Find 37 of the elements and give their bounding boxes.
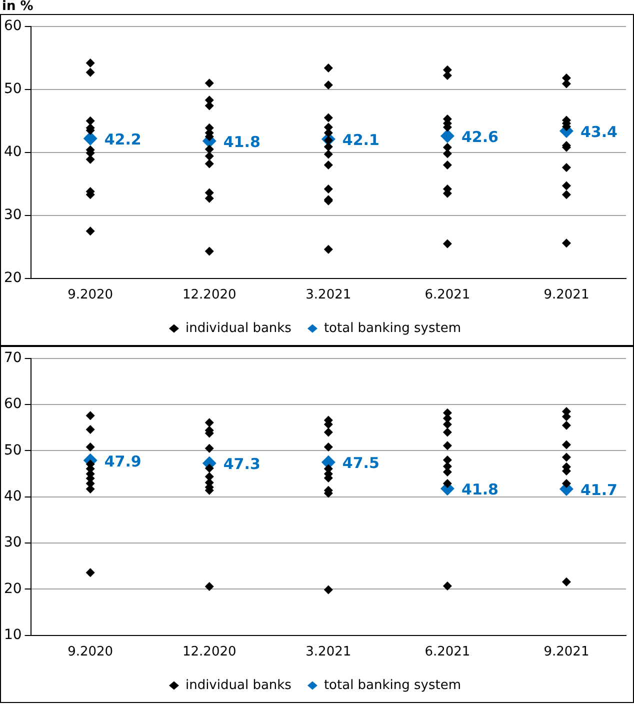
y-tick-label: 50 (4, 442, 22, 458)
x-tick-label: 6.2021 (424, 288, 470, 303)
y-tick-label: 60 (4, 396, 22, 412)
x-tick-label: 12.2020 (182, 644, 236, 660)
y-tick-label: 20 (4, 270, 22, 286)
data-label: 47.3 (223, 455, 260, 474)
x-tick-label: 3.2021 (306, 288, 352, 303)
y-tick-label: 20 (4, 580, 22, 597)
legend-label: individual banks (185, 320, 292, 336)
y-tick-label: 10 (4, 627, 22, 644)
x-tick-label: 9.2020 (68, 644, 114, 660)
y-tick-label: 30 (4, 207, 22, 224)
data-label: 47.9 (104, 452, 142, 470)
legend-label: total banking system (324, 320, 462, 336)
x-tick-label: 12.2020 (182, 288, 236, 303)
y-tick-label: 70 (4, 350, 22, 366)
x-tick-label: 9.2021 (544, 288, 590, 303)
data-label: 42.2 (104, 130, 142, 148)
data-label: 41.8 (223, 132, 260, 151)
data-label: 41.8 (461, 480, 498, 498)
y-tick-label: 60 (4, 18, 22, 34)
data-label: 42.6 (461, 128, 498, 146)
y-tick-label: 40 (4, 488, 22, 505)
chart-title: in % (1, 0, 34, 14)
legend-label: total banking system (324, 678, 462, 693)
y-tick-label: 40 (4, 144, 22, 160)
data-label: 42.1 (342, 131, 380, 150)
x-tick-label: 9.2021 (544, 644, 590, 660)
x-tick-label: 6.2021 (424, 644, 470, 660)
x-tick-label: 9.2020 (68, 288, 114, 303)
data-label: 43.4 (580, 122, 618, 141)
y-tick-label: 50 (4, 81, 22, 98)
y-tick-label: 30 (4, 534, 22, 551)
data-label: 47.5 (342, 454, 380, 472)
x-tick-label: 3.2021 (306, 644, 352, 660)
data-label: 41.7 (580, 480, 618, 499)
legend-label: individual banks (185, 678, 292, 693)
